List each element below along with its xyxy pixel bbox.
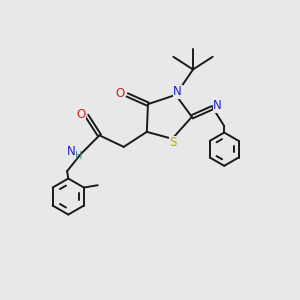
- Text: O: O: [76, 108, 85, 121]
- Text: S: S: [170, 136, 177, 149]
- Text: N: N: [68, 145, 76, 158]
- Text: N: N: [213, 100, 222, 112]
- Text: H: H: [75, 151, 83, 161]
- Text: O: O: [115, 87, 124, 100]
- Text: N: N: [173, 85, 182, 98]
